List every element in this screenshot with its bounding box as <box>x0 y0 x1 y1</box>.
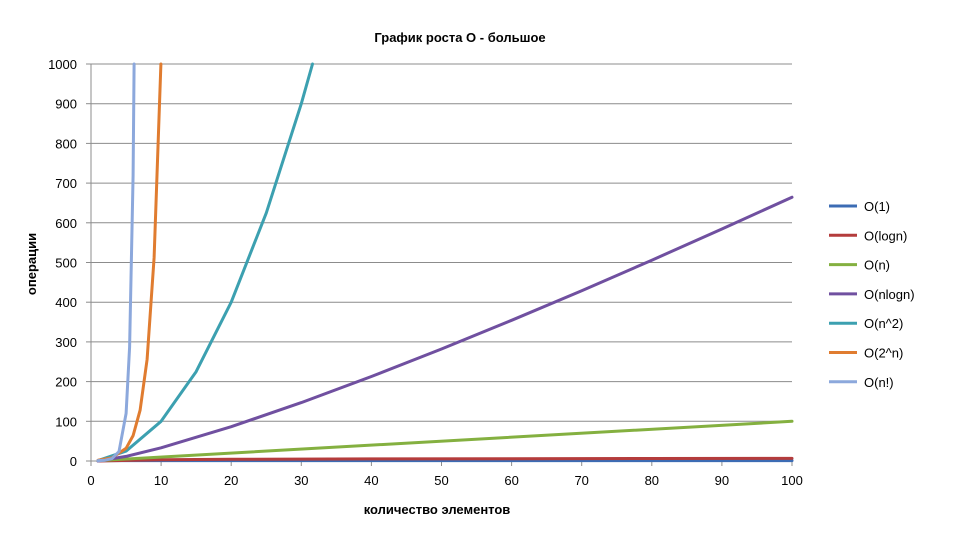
x-tick-label: 40 <box>364 473 378 488</box>
series-lines <box>96 62 794 463</box>
legend-label: O(n^2) <box>864 316 903 331</box>
series-line <box>96 456 794 463</box>
series-line <box>96 419 794 463</box>
y-tick-label: 500 <box>55 256 77 271</box>
x-tick-label: 50 <box>434 473 448 488</box>
y-tick-label: 200 <box>55 375 77 390</box>
x-tick-label: 30 <box>294 473 308 488</box>
series-line <box>96 62 314 463</box>
legend: O(1) O(logn) O(n) O(nlogn) O(n^2) O(2^n) O(n!) <box>829 199 915 390</box>
x-tick-label: 60 <box>504 473 518 488</box>
series-line <box>96 62 136 463</box>
legend-label: O(nlogn) <box>864 287 915 302</box>
series-line <box>96 195 794 463</box>
y-tick-label: 0 <box>70 454 77 469</box>
x-tick-labels: 0 10 20 30 40 50 60 70 80 90 100 <box>87 473 802 488</box>
y-tick-label: 800 <box>55 136 77 151</box>
y-tick-label: 600 <box>55 216 77 231</box>
legend-label: O(n) <box>864 258 890 273</box>
y-tick-label: 300 <box>55 335 77 350</box>
y-tick-label: 400 <box>55 295 77 310</box>
y-tick-label: 100 <box>55 414 77 429</box>
legend-label: O(logn) <box>864 228 907 243</box>
legend-label: O(2^n) <box>864 346 903 361</box>
y-tick-label: 1000 <box>48 57 77 72</box>
x-tick-label: 100 <box>781 473 803 488</box>
x-tick-label: 90 <box>715 473 729 488</box>
legend-label: O(1) <box>864 199 890 214</box>
x-tick-label: 10 <box>154 473 168 488</box>
x-tick-label: 70 <box>574 473 588 488</box>
x-tick-label: 20 <box>224 473 238 488</box>
y-tick-label: 900 <box>55 97 77 112</box>
grid <box>86 63 793 466</box>
legend-label: O(n!) <box>864 375 894 390</box>
y-axis-label: операции <box>24 233 39 295</box>
chart-title: График роста О - большое <box>374 30 545 45</box>
x-tick-label: 0 <box>87 473 94 488</box>
y-tick-labels: 0 100 200 300 400 500 600 700 800 900 1000 <box>48 57 77 469</box>
x-axis-label: количество элементов <box>364 502 511 517</box>
y-tick-label: 700 <box>55 176 77 191</box>
x-tick-label: 80 <box>645 473 659 488</box>
